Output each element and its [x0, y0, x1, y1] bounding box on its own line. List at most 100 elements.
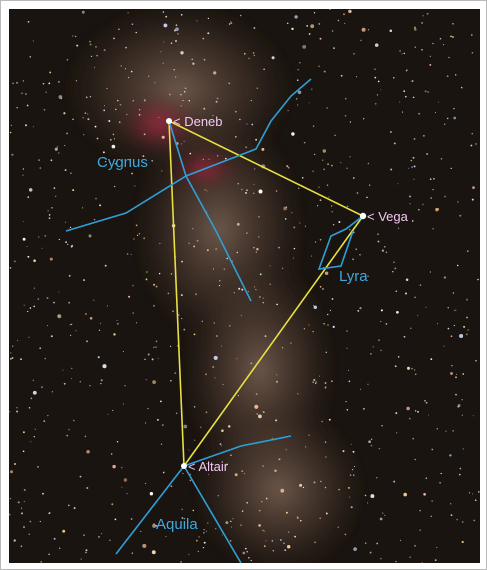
star — [330, 310, 331, 311]
star — [185, 87, 187, 89]
star — [219, 285, 220, 286]
constellation-label: Cygnus — [97, 154, 148, 171]
star — [102, 364, 106, 368]
star — [302, 177, 304, 179]
star — [90, 96, 91, 97]
star — [350, 121, 351, 122]
star — [286, 207, 287, 208]
star — [356, 249, 357, 250]
star — [251, 124, 253, 126]
star — [312, 331, 313, 332]
star — [315, 241, 316, 242]
star — [450, 36, 452, 38]
star — [454, 310, 455, 311]
star — [127, 12, 128, 13]
star — [218, 495, 219, 496]
star — [163, 23, 167, 27]
star — [451, 168, 452, 169]
star — [373, 346, 374, 347]
star — [207, 32, 209, 34]
star — [432, 500, 433, 501]
star — [163, 472, 165, 474]
star — [108, 414, 109, 415]
star — [258, 524, 261, 527]
star — [459, 215, 461, 217]
star — [10, 498, 11, 499]
star — [347, 206, 349, 208]
star — [417, 315, 418, 316]
star — [203, 529, 204, 530]
star — [272, 438, 273, 439]
star — [349, 380, 351, 382]
star — [297, 517, 298, 518]
star — [204, 189, 205, 190]
star — [21, 545, 23, 547]
star — [444, 196, 446, 198]
star — [188, 243, 189, 244]
star — [320, 239, 322, 241]
star — [430, 56, 431, 57]
star — [75, 330, 76, 331]
star — [320, 199, 322, 201]
star — [152, 550, 156, 554]
star — [198, 536, 199, 537]
star — [444, 276, 446, 278]
star — [144, 133, 146, 135]
star — [49, 214, 51, 216]
star — [73, 420, 75, 422]
star — [327, 108, 328, 109]
star — [126, 114, 127, 115]
star — [214, 356, 218, 360]
star — [376, 543, 378, 545]
star — [136, 32, 137, 33]
star — [255, 289, 256, 290]
star — [447, 75, 449, 77]
star — [160, 400, 162, 402]
star — [409, 195, 411, 197]
star — [237, 252, 238, 253]
star — [349, 497, 350, 498]
star — [97, 138, 99, 140]
star — [453, 117, 456, 120]
star — [457, 265, 458, 266]
star — [304, 142, 306, 144]
star — [23, 80, 25, 82]
star — [31, 398, 33, 400]
star — [340, 162, 341, 163]
star — [451, 514, 453, 516]
star — [131, 71, 133, 73]
star — [298, 91, 302, 95]
star — [90, 317, 93, 320]
star — [379, 448, 381, 450]
star — [409, 203, 410, 204]
star — [113, 134, 114, 135]
star — [112, 145, 116, 149]
star — [215, 248, 217, 250]
star — [376, 477, 377, 478]
star — [366, 197, 368, 199]
star — [27, 311, 28, 312]
star — [362, 28, 366, 32]
star — [237, 223, 240, 226]
star — [346, 348, 347, 349]
star — [204, 542, 206, 544]
star — [80, 476, 82, 478]
star — [121, 65, 122, 66]
star — [314, 154, 315, 155]
star — [133, 238, 134, 239]
star — [20, 358, 22, 360]
star-deneb — [166, 118, 172, 124]
star — [235, 136, 237, 138]
star — [395, 412, 397, 414]
star — [395, 290, 397, 292]
star — [38, 298, 39, 299]
star — [413, 97, 415, 99]
star — [112, 465, 115, 468]
star — [248, 58, 249, 59]
star — [463, 326, 465, 328]
star — [225, 521, 228, 524]
star — [458, 404, 461, 407]
star — [241, 470, 243, 472]
star — [380, 89, 381, 90]
star — [28, 21, 30, 23]
